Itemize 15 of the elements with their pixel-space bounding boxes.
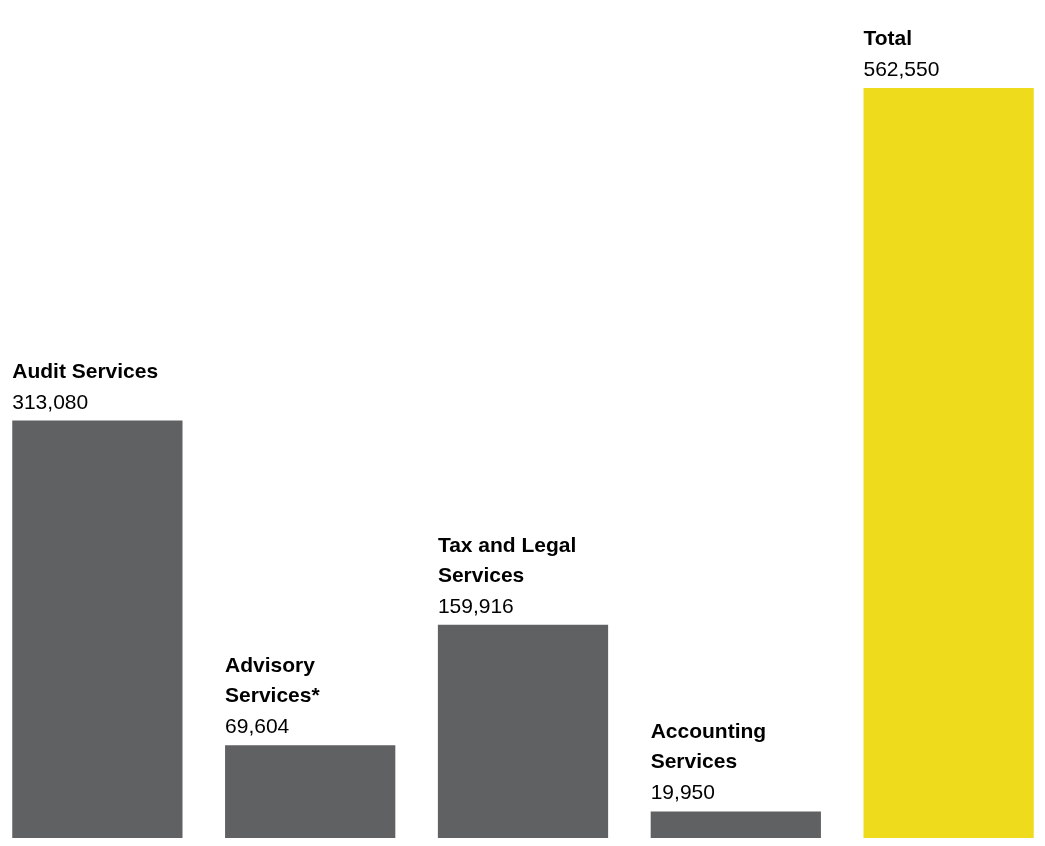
x-tick-label: Advisory Services* [225,653,321,707]
data-label: 313,080 [12,389,89,413]
bar [437,624,609,838]
data-label: 19,950 [650,780,715,804]
bar [863,88,1034,838]
data-label: 562,550 [863,57,940,80]
bar [12,420,183,838]
x-tick-label: Total [863,26,913,49]
x-tick-label: Accounting Services [650,719,767,773]
x-tick-label: Audit Services [12,358,159,382]
data-label: 159,916 [437,593,514,617]
x-tick-label: Tax and Legal Services [437,532,577,586]
bar [225,745,396,838]
data-label: 69,604 [225,714,290,738]
bar [650,811,821,838]
